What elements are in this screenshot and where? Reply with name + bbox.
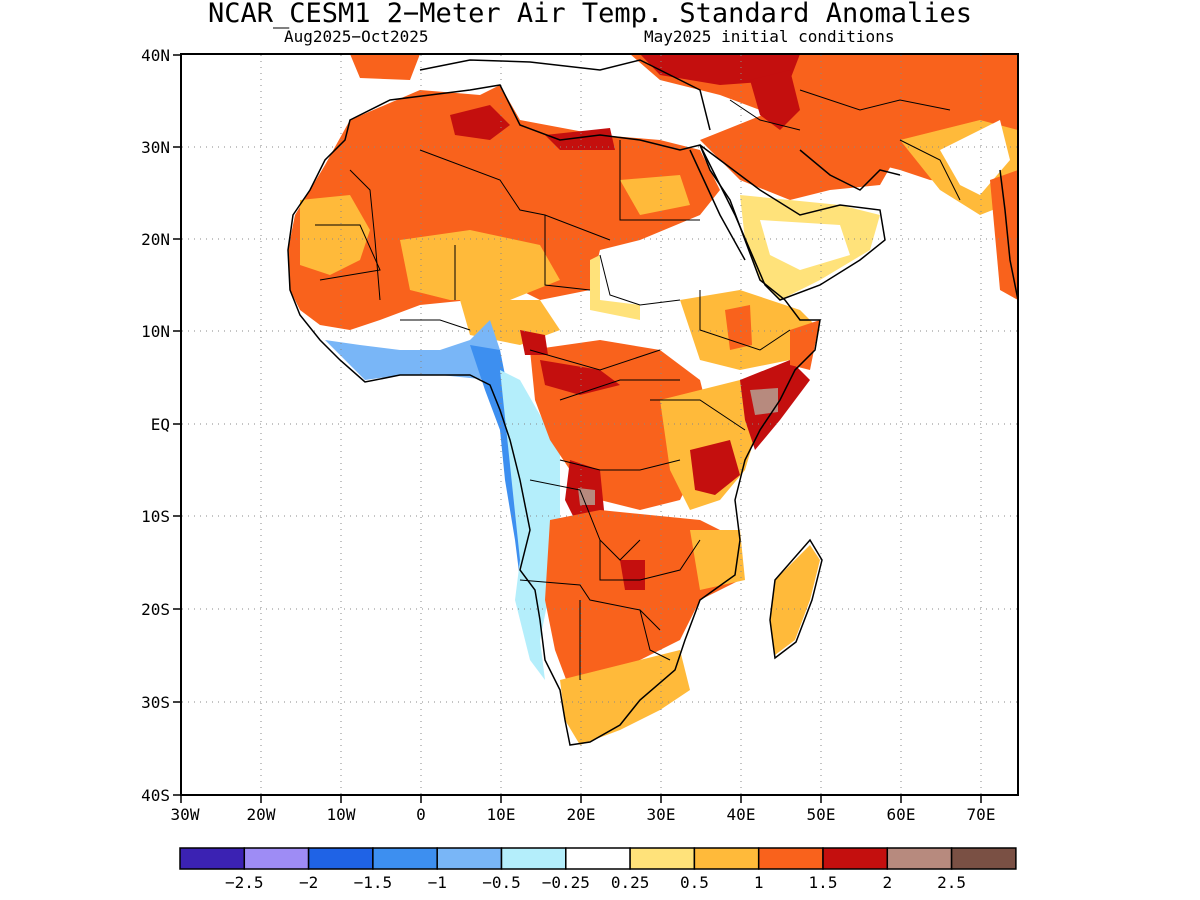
arabia-neutral bbox=[760, 220, 850, 270]
arabia-coastline bbox=[699, 144, 886, 301]
sudan-rim bbox=[590, 255, 640, 320]
lon-label: 10W bbox=[327, 805, 356, 824]
colorbar-swatch bbox=[500, 847, 567, 870]
colorbar-swatch bbox=[179, 847, 246, 870]
persian-gulf-coast bbox=[799, 149, 901, 191]
sudan-neutral bbox=[600, 230, 740, 305]
mozambique-moderate bbox=[690, 530, 745, 590]
mali-moderate bbox=[400, 230, 560, 300]
drc-extreme bbox=[578, 488, 595, 505]
libya-coast-hot bbox=[545, 128, 615, 150]
zambia-hot bbox=[620, 560, 645, 590]
lon-label: 10E bbox=[487, 805, 516, 824]
colorbar-label: −2 bbox=[299, 873, 318, 892]
initial-conditions: May2025 initial conditions bbox=[644, 27, 895, 46]
south-africa-moderate bbox=[560, 650, 690, 745]
north-west-coast bbox=[350, 54, 420, 80]
southern-africa-warm bbox=[545, 510, 740, 690]
india-coast bbox=[999, 169, 1019, 301]
lon-label: 30E bbox=[647, 805, 676, 824]
lon-label: 40E bbox=[727, 805, 756, 824]
lon-label: 30W bbox=[171, 805, 200, 824]
sahara-moderate bbox=[300, 195, 370, 275]
colorbar-swatch bbox=[565, 847, 631, 870]
iraq-hot bbox=[750, 70, 800, 130]
coastlines bbox=[287, 59, 1019, 746]
colorbar-swatch bbox=[307, 847, 374, 870]
colorbar-swatch bbox=[629, 847, 696, 870]
lon-label: 0 bbox=[416, 805, 426, 824]
libya-hot bbox=[450, 105, 510, 140]
lat-label: 30N bbox=[141, 138, 170, 157]
colorbar-label: 2.5 bbox=[937, 873, 966, 892]
somalia-warm bbox=[790, 320, 820, 370]
lat-label: 40N bbox=[141, 46, 170, 65]
forecast-period: Aug2025−Oct2025 bbox=[284, 27, 429, 46]
colorbar-swatch bbox=[372, 847, 438, 870]
colorbar-label: 1 bbox=[754, 873, 764, 892]
tanzania-hot bbox=[690, 440, 740, 495]
lon-label: 20W bbox=[247, 805, 276, 824]
mediterranean-north bbox=[419, 59, 711, 131]
colorbar-label: −1.5 bbox=[354, 873, 393, 892]
colorbar: −2.5 −2 −1.5 −1 −0.5 −0.25 0.25 0.5 1 1.5 2 2.5 bbox=[179, 847, 1017, 892]
lat-label: 40S bbox=[141, 786, 170, 805]
colorbar-label: 2 bbox=[882, 873, 892, 892]
africa-coastline bbox=[287, 84, 821, 746]
colorbar-swatch bbox=[886, 847, 953, 870]
cameroon-hot bbox=[520, 330, 548, 355]
ethiopia-warm bbox=[725, 305, 752, 350]
colorbar-label: −2.5 bbox=[225, 873, 264, 892]
colorbar-label: −1 bbox=[428, 873, 447, 892]
colorbar-label: −0.5 bbox=[482, 873, 521, 892]
somalia-extreme bbox=[750, 388, 778, 415]
lat-label: 20S bbox=[141, 600, 170, 619]
lat-label: 20N bbox=[141, 230, 170, 249]
colorbar-swatch bbox=[243, 847, 310, 870]
colorbar-label: 0.25 bbox=[611, 873, 650, 892]
lon-label: 50E bbox=[807, 805, 836, 824]
colorbar-label: 0.5 bbox=[680, 873, 709, 892]
lon-label: 70E bbox=[967, 805, 996, 824]
colorbar-label: −0.25 bbox=[542, 873, 590, 892]
colorbar-label: 1.5 bbox=[809, 873, 838, 892]
colorbar-swatch bbox=[822, 847, 889, 870]
west-africa-cool bbox=[325, 320, 500, 380]
longitude-labels: 30W 20W 10W 0 10E 20E 30E 40E 50E 60E 70… bbox=[171, 805, 996, 824]
anomaly-field bbox=[288, 54, 1018, 745]
egypt-moderate bbox=[620, 175, 690, 215]
map-title: NCAR_CESM1 2−Meter Air Temp. Standard An… bbox=[207, 0, 972, 29]
turkey-hot bbox=[640, 54, 800, 85]
colorbar-swatch bbox=[436, 847, 503, 870]
colorbar-swatch bbox=[757, 847, 824, 870]
lon-label: 60E bbox=[887, 805, 916, 824]
latitude-labels: 40N 30N 20N 10N EQ 10S 20S 30S 40S bbox=[141, 46, 170, 805]
red-sea-coast bbox=[689, 149, 746, 261]
lat-label: 30S bbox=[141, 693, 170, 712]
country-borders bbox=[315, 89, 961, 680]
pakistan-neutral bbox=[940, 120, 1010, 195]
madagascar-coastline bbox=[769, 538, 823, 660]
lat-label: 10N bbox=[141, 322, 170, 341]
lat-label: 10S bbox=[141, 507, 170, 526]
colorbar-swatch bbox=[950, 847, 1017, 870]
guinea-coast-fringe bbox=[500, 370, 560, 680]
lat-label: EQ bbox=[151, 415, 170, 434]
axis-ticks bbox=[173, 54, 982, 803]
colorbar-swatch bbox=[693, 847, 760, 870]
lon-label: 20E bbox=[567, 805, 596, 824]
